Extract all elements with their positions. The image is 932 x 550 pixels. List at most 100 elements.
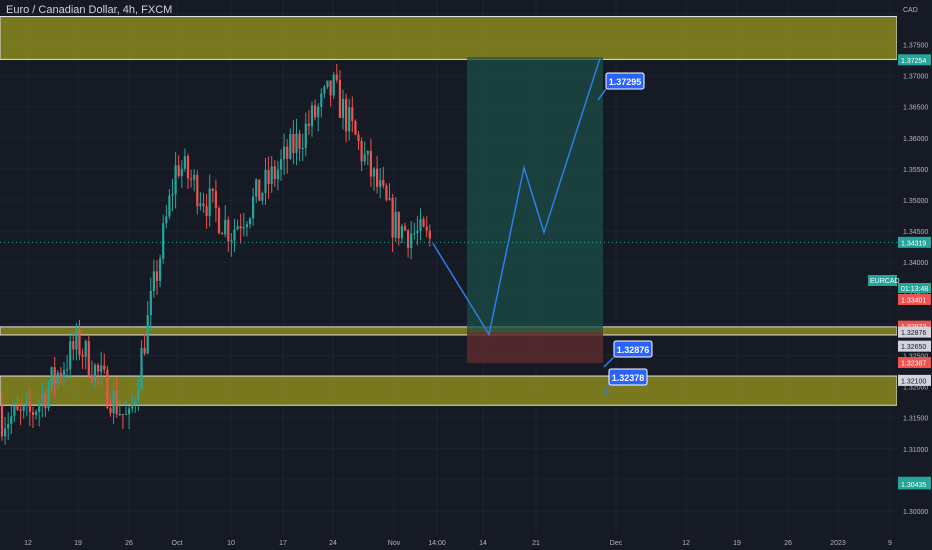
axis-price-text: 1.37254 xyxy=(901,58,926,65)
symbol-title[interactable]: Euro / Canadian Dollar, 4h, FXCM xyxy=(6,4,173,16)
price-axis[interactable] xyxy=(897,0,932,550)
price-axis-tick: 1.34000 xyxy=(903,260,928,267)
stop-callout-pointer xyxy=(603,384,610,397)
candle-body xyxy=(255,179,258,197)
axis-price-label[interactable] xyxy=(898,236,931,248)
time-axis-tick: 12 xyxy=(24,540,32,547)
position-loss-area[interactable] xyxy=(467,332,603,364)
candle-body xyxy=(109,407,112,414)
price-axis-tick: 1.36000 xyxy=(903,136,928,143)
candle-body xyxy=(137,389,140,400)
axis-price-text: 1.34319 xyxy=(901,240,926,247)
candle-body xyxy=(422,219,425,227)
countdown-text: 01:13:48 xyxy=(901,286,928,293)
candle-body xyxy=(292,134,295,154)
candle-body xyxy=(360,141,363,162)
candle-body xyxy=(16,405,19,410)
candle-body xyxy=(149,290,152,316)
upper-resistance-zone[interactable] xyxy=(0,16,898,60)
target-callout-label: 1.37295 xyxy=(609,77,642,87)
candle-body xyxy=(407,230,410,249)
mid-support-zone[interactable] xyxy=(0,326,898,336)
price-axis-tick: 1.37000 xyxy=(903,74,928,81)
time-axis-tick: 2023 xyxy=(830,540,846,547)
candle-body xyxy=(354,120,357,135)
candle-body xyxy=(180,168,183,177)
axis-price-label[interactable] xyxy=(898,54,931,66)
candle-body xyxy=(366,150,369,155)
axis-price-label[interactable] xyxy=(898,320,931,332)
time-axis[interactable] xyxy=(0,535,932,550)
entry-callout-label: 1.32876 xyxy=(617,345,650,355)
candle-body xyxy=(84,341,87,357)
candle-body xyxy=(270,166,273,184)
candle-body xyxy=(53,367,56,384)
candle-body xyxy=(44,394,47,409)
time-axis-tick: 12 xyxy=(682,540,690,547)
axis-price-label[interactable] xyxy=(898,478,931,490)
time-axis-tick: 17 xyxy=(279,540,287,547)
ticker-label[interactable] xyxy=(868,275,897,286)
price-axis-currency: CAD xyxy=(903,7,918,14)
entry-callout-pointer xyxy=(603,356,615,368)
candle-body xyxy=(413,233,416,235)
candle-body xyxy=(81,354,84,357)
time-axis-tick: 14:00 xyxy=(428,540,446,547)
entry-callout-box[interactable] xyxy=(613,340,653,358)
projection-path[interactable] xyxy=(432,57,601,337)
candle-body xyxy=(345,98,348,132)
candle-body xyxy=(214,190,217,209)
target-callout-box[interactable] xyxy=(605,72,645,90)
candle-body xyxy=(143,347,146,354)
time-axis-tick: 9 xyxy=(888,540,892,547)
candle-body xyxy=(385,185,388,200)
price-axis-tick: 1.35000 xyxy=(903,198,928,205)
candle-body xyxy=(202,203,205,207)
candle-body xyxy=(351,107,354,121)
candle-body xyxy=(121,414,124,416)
candle-body xyxy=(131,404,134,409)
candle-body xyxy=(31,411,35,416)
candle-body xyxy=(286,146,289,159)
axis-price-label[interactable] xyxy=(898,340,931,352)
candle-body xyxy=(4,428,7,437)
candle-body xyxy=(115,390,118,415)
candle-body xyxy=(174,165,177,195)
stop-callout-box[interactable] xyxy=(608,368,648,386)
candle-body xyxy=(233,229,236,241)
lower-support-zone[interactable] xyxy=(0,375,898,406)
axis-price-label[interactable] xyxy=(898,293,931,305)
candle-body xyxy=(295,133,298,154)
axis-price-label[interactable] xyxy=(898,374,931,386)
candle-body xyxy=(100,365,103,372)
candle-body xyxy=(59,372,62,377)
candle-body xyxy=(10,416,13,425)
target-callout-pointer xyxy=(597,88,607,101)
price-axis-tick: 1.35500 xyxy=(903,167,928,174)
candle-body xyxy=(90,375,93,381)
price-axis-tick: 1.31500 xyxy=(903,416,928,423)
time-axis-tick: 10 xyxy=(227,540,235,547)
candle-body xyxy=(22,406,25,411)
position-profit-area[interactable] xyxy=(467,57,603,333)
candle-body xyxy=(41,394,44,404)
candle-body xyxy=(171,194,174,196)
candle-body xyxy=(28,401,31,412)
candle-body xyxy=(205,206,208,217)
candle-body xyxy=(193,174,196,180)
candle-body xyxy=(276,169,279,180)
time-axis-tick: 14 xyxy=(479,540,487,547)
axis-price-label[interactable] xyxy=(898,326,931,338)
stop-callout-label: 1.32378 xyxy=(612,373,645,383)
candle-body xyxy=(25,401,28,407)
candle-body xyxy=(19,409,22,411)
candle-body xyxy=(397,211,400,239)
candle-body xyxy=(323,86,326,94)
time-axis-tick: 26 xyxy=(784,540,792,547)
axis-price-label[interactable] xyxy=(898,357,931,369)
time-axis-tick: 19 xyxy=(74,540,82,547)
candle-body xyxy=(403,226,407,231)
axis-price-text: 1.32100 xyxy=(901,378,926,385)
candle-body xyxy=(248,218,252,225)
